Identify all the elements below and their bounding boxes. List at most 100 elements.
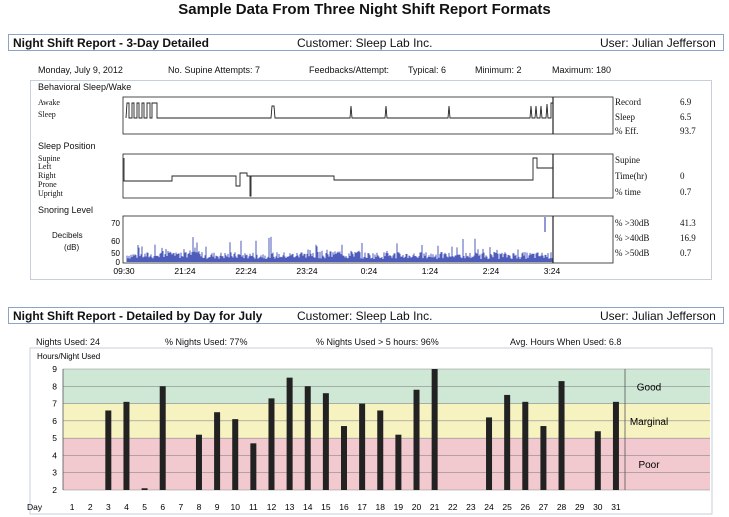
sleep-wake-section: Behavioral Sleep/Wake <box>38 82 132 92</box>
x-tick: 7 <box>178 502 183 512</box>
bar-day-6 <box>159 386 166 490</box>
snore-ytick: 60 <box>111 237 120 246</box>
bar-day-24 <box>486 417 493 490</box>
stat-50db-label: % >50dB <box>615 248 650 258</box>
bar-day-21 <box>431 369 438 490</box>
time-tick: 23:24 <box>296 266 318 276</box>
bar-day-10 <box>232 419 239 490</box>
x-tick: 13 <box>285 502 295 512</box>
position-frame <box>122 153 614 199</box>
report1-date: Monday, July 9, 2012 <box>38 65 123 75</box>
bar-day-19 <box>395 434 402 490</box>
bar-day-28 <box>558 381 565 490</box>
stat-40db-value: 16.9 <box>680 233 696 243</box>
decibels-label: Decibels <box>52 231 83 240</box>
bar-day-4 <box>123 401 130 490</box>
bar-day-31 <box>612 401 619 490</box>
report1-customer: Customer: Sleep Lab Inc. <box>297 36 433 50</box>
bar-day-3 <box>105 410 112 490</box>
bar-day-8 <box>195 434 202 490</box>
y-tick: 7 <box>52 399 57 409</box>
stat-time-label: Time(hr) <box>615 171 648 181</box>
pct-nights-used: % Nights Used: 77% <box>165 337 248 347</box>
time-tick: 0:24 <box>361 266 378 276</box>
bar-day-16 <box>341 426 347 490</box>
bar-day-26 <box>522 401 529 490</box>
stat-30db-label: % >30dB <box>615 218 650 228</box>
time-tick: 3:24 <box>544 266 561 276</box>
zone-poor-label: Poor <box>638 460 660 471</box>
x-tick: 19 <box>394 502 404 512</box>
avg-hours: Avg. Hours When Used: 6.8 <box>510 337 622 347</box>
stat-sleep-label: Sleep <box>615 112 635 122</box>
zone-labels: Good Marginal Poor <box>630 382 668 471</box>
x-tick: 4 <box>124 502 129 512</box>
bar-day-15 <box>322 393 329 490</box>
stat-40db-label: % >40dB <box>615 233 650 243</box>
snoring-frame <box>122 215 614 264</box>
x-tick: 20 <box>412 502 422 512</box>
bar-day-14 <box>304 386 311 490</box>
report1-header: Night Shift Report - 3-Day Detailed Cust… <box>8 34 724 51</box>
x-tick: 6 <box>160 502 165 512</box>
x-tick: 10 <box>230 502 240 512</box>
sleep-wake-trace <box>125 102 553 119</box>
x-tick: 23 <box>466 502 476 512</box>
bar-day-9 <box>214 412 221 490</box>
zone-marginal-label: Marginal <box>630 417 668 428</box>
x-tick: 2 <box>88 502 93 512</box>
page-title: Sample Data From Three Night Shift Repor… <box>178 1 551 18</box>
pos-left-label: Left <box>38 162 52 171</box>
stat-record-value: 6.9 <box>680 97 692 107</box>
y-axis-label: Hours/Night Used <box>37 352 100 361</box>
stat-record-label: Record <box>615 97 641 107</box>
snoring-y-ticks: 70 60 50 0 <box>111 219 120 267</box>
y-tick: 9 <box>52 364 57 374</box>
stat-30db-value: 41.3 <box>680 218 696 228</box>
pos-upright-label: Upright <box>38 189 63 198</box>
position-section: Sleep Position <box>38 141 96 151</box>
zone-good-label: Good <box>637 382 661 393</box>
gridlines <box>62 368 710 491</box>
time-tick: 1:24 <box>422 266 439 276</box>
x-tick: 27 <box>539 502 549 512</box>
report1-user: User: Julian Jefferson <box>600 36 716 50</box>
bar-day-20 <box>413 389 420 490</box>
time-axis-labels: 09:30 21:24 22:24 23:24 0:24 1:24 2:24 3… <box>113 266 560 276</box>
time-tick: 21:24 <box>174 266 196 276</box>
bar-day-11 <box>250 443 257 490</box>
pct-nights-over5: % Nights Used > 5 hours: 96% <box>316 337 439 347</box>
y-tick: 5 <box>52 433 57 443</box>
x-tick: 3 <box>106 502 111 512</box>
x-tick: 15 <box>321 502 331 512</box>
time-tick: 2:24 <box>483 266 500 276</box>
bar-day-17 <box>359 403 366 490</box>
report1-traces: 70 60 50 0 09:30 21:24 22:24 23:24 0:24 … <box>111 96 614 276</box>
stat-pcttime-label: % time <box>615 187 641 197</box>
x-tick: 29 <box>575 502 585 512</box>
report2-title: Night Shift Report - Detailed by Day for… <box>13 309 263 323</box>
report2-user: User: Julian Jefferson <box>600 309 716 323</box>
x-tick-labels: 1 2 3 4 5 6 7 8 9 10 11 12 13 14 15 16 17 18 19 20 21 22 23 24 2… <box>70 502 621 512</box>
snore-ytick: 70 <box>111 219 120 228</box>
x-tick: 12 <box>267 502 277 512</box>
sleep-row-label: Sleep <box>38 110 56 119</box>
snoring-section: Snoring Level <box>38 205 94 215</box>
bars <box>105 369 619 490</box>
x-tick: 21 <box>430 502 440 512</box>
report2-customer: Customer: Sleep Lab Inc. <box>297 309 433 323</box>
y-tick: 4 <box>52 450 57 460</box>
zone-poor <box>63 438 710 490</box>
stat-eff-value: 93.7 <box>680 126 696 136</box>
x-tick: 30 <box>593 502 603 512</box>
y-tick: 2 <box>52 485 57 495</box>
bar-day-5 <box>141 488 148 490</box>
db-unit-label: (dB) <box>64 243 80 252</box>
snore-ytick: 0 <box>116 258 121 267</box>
x-tick: 18 <box>376 502 386 512</box>
bar-day-30 <box>594 431 601 490</box>
snore-ytick: 50 <box>111 249 120 258</box>
x-tick: 17 <box>357 502 367 512</box>
report2-panel <box>29 347 713 515</box>
